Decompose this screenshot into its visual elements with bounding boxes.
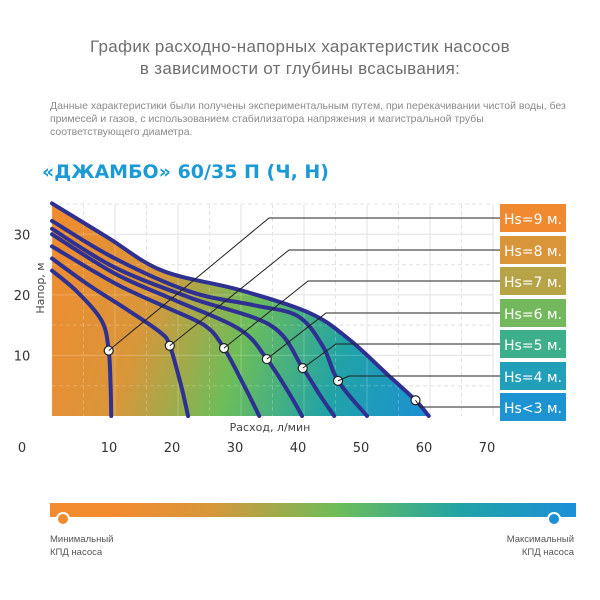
legend-label: Hs=4 м. — [504, 370, 562, 386]
x-tick-label: 60 — [416, 441, 433, 456]
curve — [50, 201, 431, 418]
legend-box — [500, 299, 566, 327]
y-tick-label: 20 — [14, 289, 31, 304]
description: Данные характеристики были получены эксп… — [50, 100, 566, 138]
x-tick-label: 10 — [101, 441, 118, 456]
curves — [50, 201, 431, 418]
x-tick-label: 70 — [479, 441, 496, 456]
legend-box — [500, 236, 566, 264]
title-line-1: График расходно-напорных характеристик н… — [89, 37, 511, 56]
legend: Hs=9 м. Hs=8 м. Hs=7 м. Hs=6 м. Hs=5 м. Hs=4 … — [500, 204, 566, 421]
curve — [50, 256, 191, 418]
min-label-line-1: Минимальный — [50, 534, 114, 545]
legend-label: Hs=6 м. — [504, 307, 562, 323]
max-efficiency-label: Максимальный КПД насоса — [507, 533, 574, 559]
leader-line — [108, 217, 500, 351]
x-tick-label: 30 — [227, 441, 244, 456]
chart-title: График расходно-напорных характеристик н… — [0, 36, 600, 80]
axis-ticks: 0 10 20 30 40 50 60 70 10 20 30 — [14, 228, 496, 456]
curve — [50, 226, 337, 418]
legend-label: Hs=9 м. — [504, 212, 562, 228]
max-efficiency-marker — [547, 512, 561, 526]
legend-box — [500, 267, 566, 295]
x-tick-label: 20 — [164, 441, 181, 456]
max-label-line-2: КПД насоса — [521, 547, 574, 558]
leader-line — [169, 249, 500, 347]
max-label-line-1: Максимальный — [506, 534, 574, 545]
leader-line — [415, 399, 500, 408]
curve — [50, 218, 369, 418]
legend-label: Hs=8 м. — [504, 244, 562, 260]
min-label-line-2: КПД насоса — [50, 547, 103, 558]
title-line-2: в зависимости от глубины всасывания: — [139, 59, 461, 78]
leader-line — [266, 312, 500, 360]
x-axis-label: Расход, л/мин — [230, 421, 311, 434]
x-tick-label: 50 — [353, 441, 370, 456]
min-efficiency-marker — [56, 512, 70, 526]
legend-box — [500, 362, 566, 390]
y-tick-label: 10 — [14, 349, 31, 364]
legend-label: Hs<3 м. — [504, 401, 562, 417]
curve — [50, 268, 114, 418]
curve — [50, 244, 262, 418]
x-tick-label: 0 — [18, 441, 26, 456]
legend-label: Hs=7 м. — [504, 275, 562, 291]
leader-line — [302, 343, 500, 369]
leader-line — [223, 280, 500, 349]
curve — [50, 232, 305, 418]
y-axis-label: Напор, м — [34, 262, 47, 313]
efficiency-gradient-bar — [50, 503, 576, 517]
legend-box — [500, 330, 566, 358]
legend-box — [500, 393, 566, 421]
legend-box — [500, 204, 566, 232]
leader-line — [337, 375, 500, 382]
y-tick-label: 30 — [14, 228, 31, 243]
leader-lines — [108, 217, 500, 408]
legend-label: Hs=5 м. — [504, 338, 562, 354]
x-tick-label: 40 — [290, 441, 307, 456]
model-name: «ДЖАМБО» 60/35 П (Ч, Н) — [42, 161, 329, 183]
min-efficiency-label: Минимальный КПД насоса — [50, 533, 113, 559]
